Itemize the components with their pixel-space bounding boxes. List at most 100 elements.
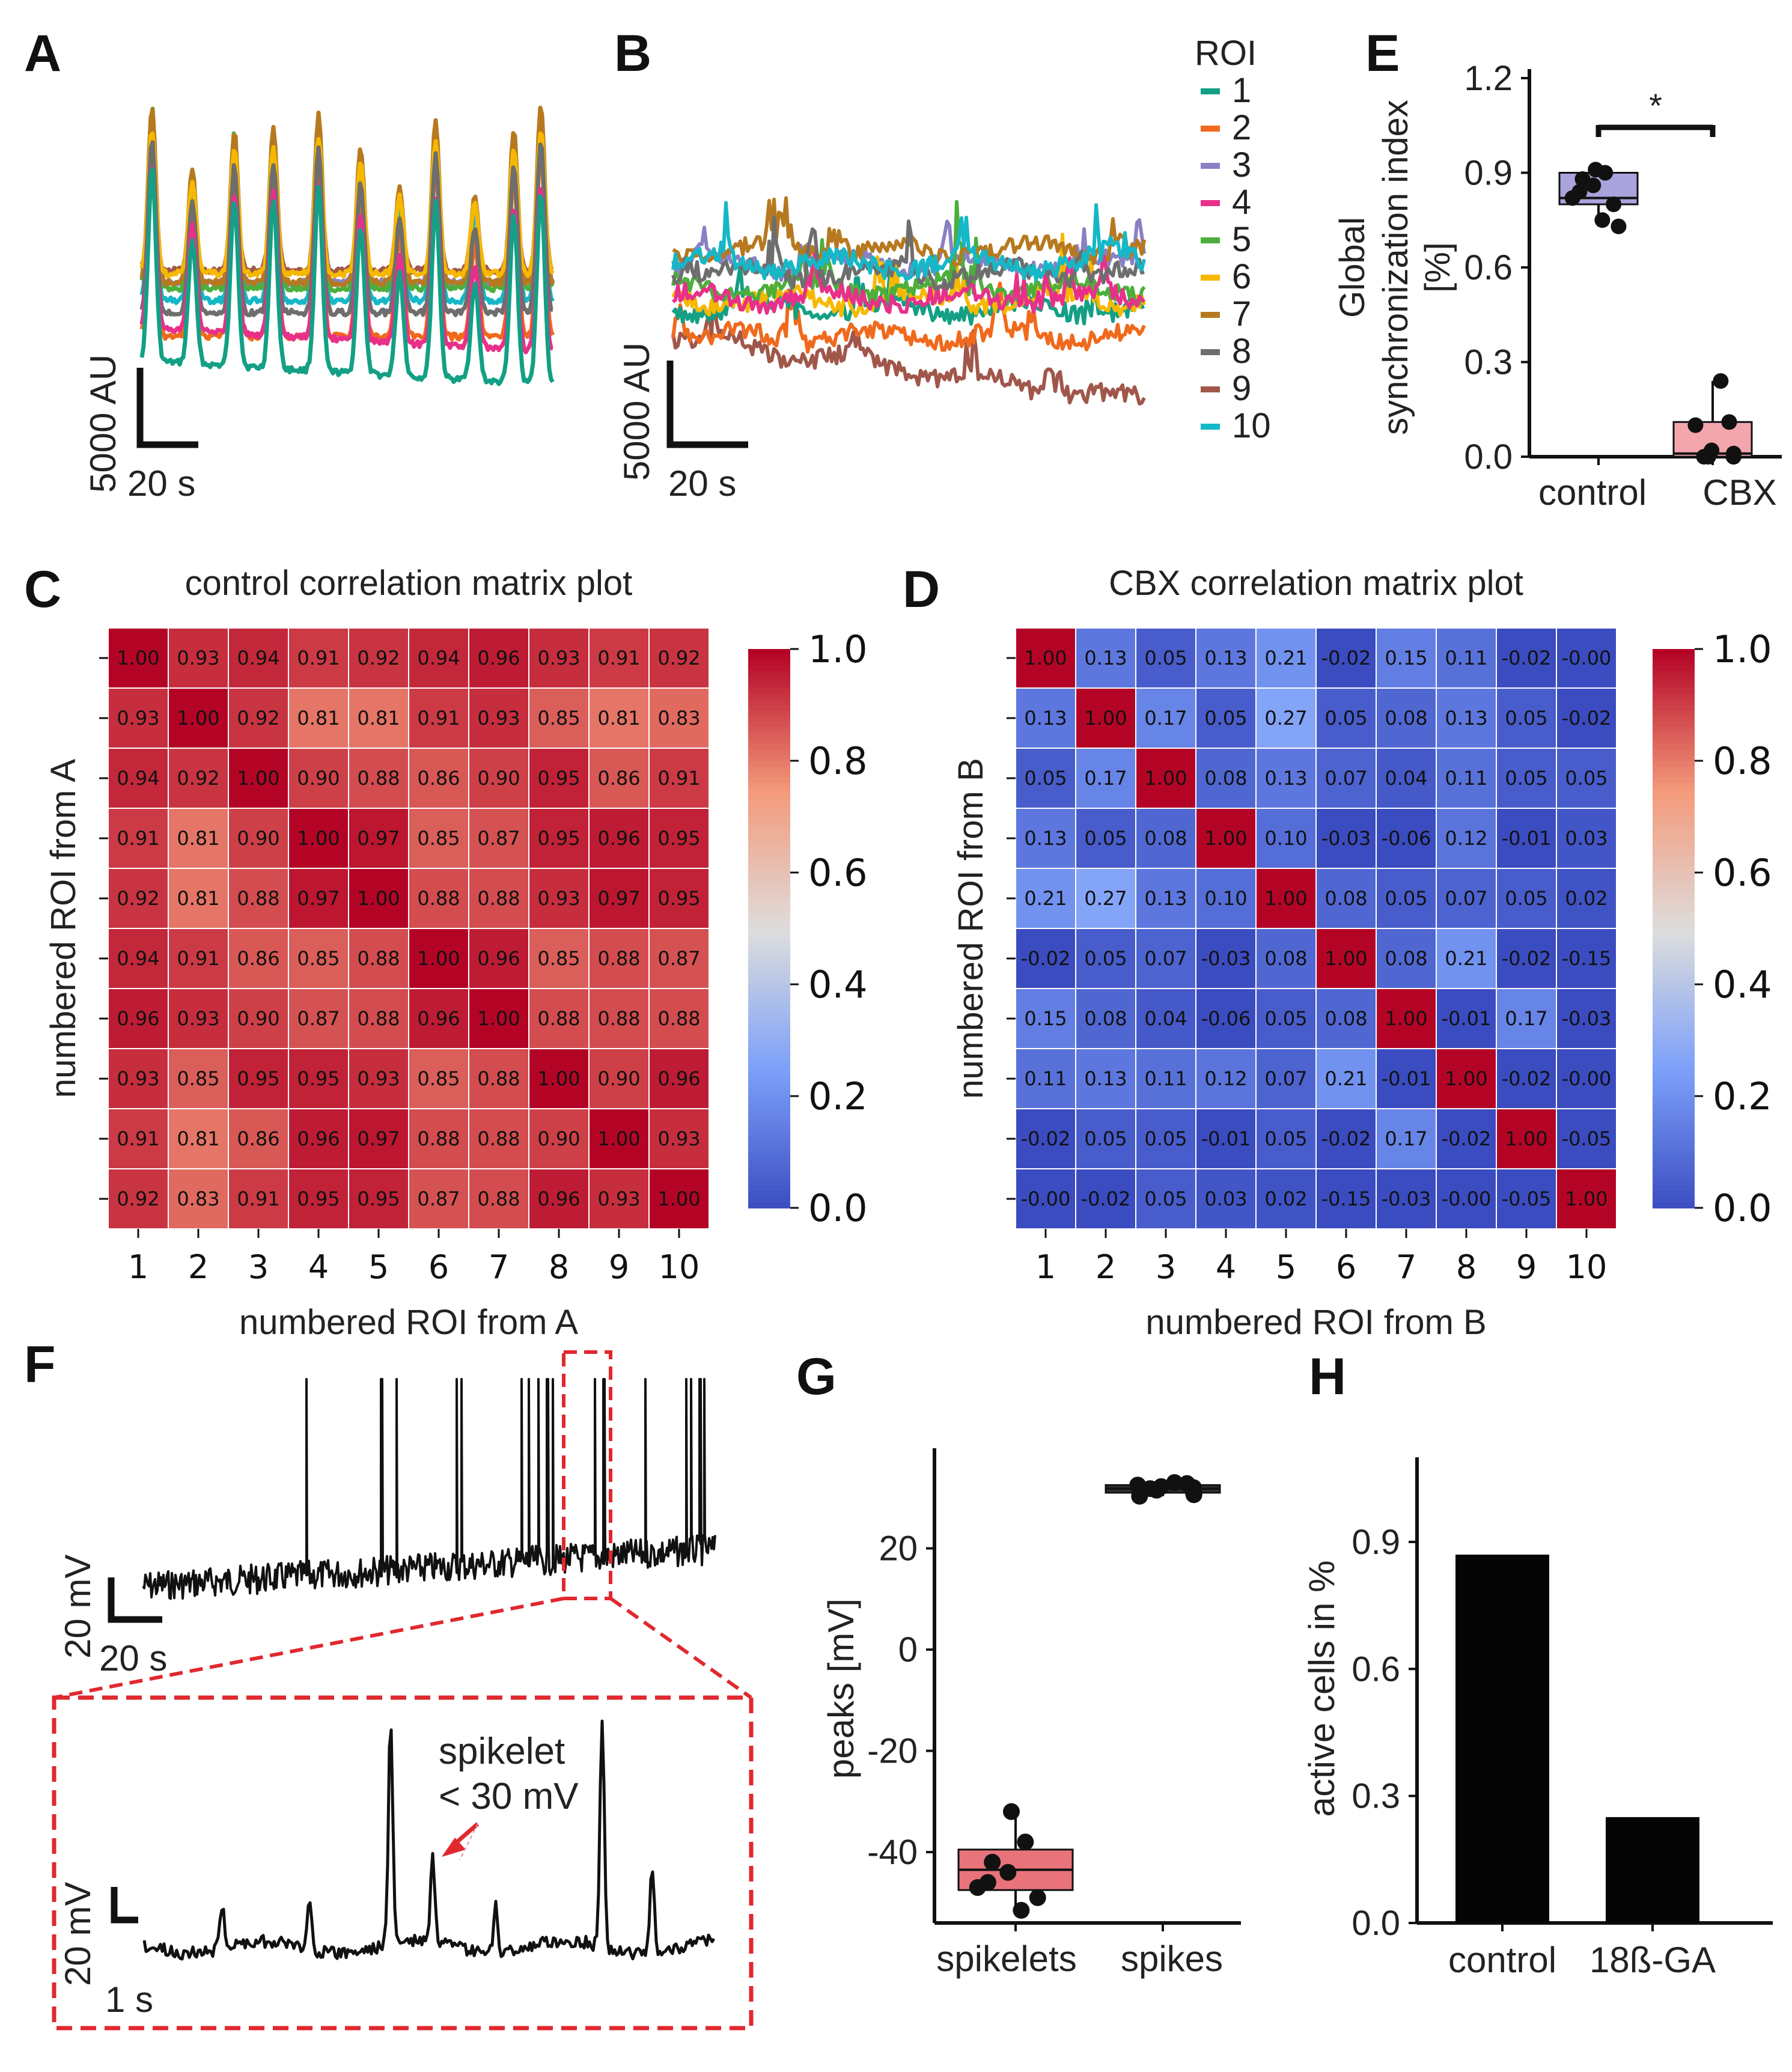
x-tick-label: control <box>1448 1940 1556 1980</box>
colorbar-segment <box>1653 956 1695 963</box>
heatmap-cell-label: 0.83 <box>177 1187 219 1210</box>
heatmap-cell <box>468 988 529 1049</box>
panel-c-chart: control correlation matrix plot 1.00 0.93 0… <box>44 564 868 1342</box>
zoom-connector-left <box>53 1597 564 1699</box>
heatmap-cell <box>408 988 469 1049</box>
data-point <box>999 1863 1017 1881</box>
panel-b-label: B <box>614 25 651 82</box>
colorbar-segment <box>748 710 790 717</box>
colorbar-segment <box>748 660 790 666</box>
heatmap-cell-label: 0.05 <box>1505 887 1547 910</box>
colorbar-segment <box>748 973 790 980</box>
heatmap-cell-label: 0.92 <box>237 707 279 730</box>
y-tick-label: 0.0 <box>1464 437 1513 477</box>
heatmap-cell <box>408 687 469 749</box>
heatmap-cell-label: 0.90 <box>297 767 340 790</box>
heatmap-cell-label: -0.02 <box>1442 1127 1492 1150</box>
colorbar-segment <box>748 956 790 963</box>
heatmap-cell <box>528 1108 590 1169</box>
colorbar-segment <box>748 839 790 846</box>
heatmap-cell <box>288 808 349 869</box>
heatmap-cell-label: 0.93 <box>357 1067 400 1090</box>
colorbar-segment <box>748 805 790 812</box>
colorbar-segment <box>1653 1118 1695 1125</box>
heatmap-cell <box>1135 1168 1196 1229</box>
data-point <box>1713 373 1729 389</box>
data-point <box>1585 177 1602 193</box>
heatmap-cell <box>348 1108 409 1169</box>
heatmap-cell <box>348 1168 409 1229</box>
heatmap-cell <box>1255 748 1317 809</box>
colorbar-segment <box>748 951 790 957</box>
colorbar-segment <box>748 688 790 695</box>
heatmap-cell <box>348 748 409 809</box>
heatmap-cell <box>588 627 650 689</box>
panel-f-zoom-scalebar-x-label: 1 s <box>105 1979 153 2020</box>
heatmap-cell-label: 0.93 <box>657 1127 700 1150</box>
colorbar-segment <box>1653 721 1695 728</box>
colorbar-segment <box>748 1124 790 1130</box>
panel-a-scalebar-y-label: 5000 AU <box>83 355 123 493</box>
heatmap-cell-label: 0.08 <box>1084 1007 1127 1030</box>
colorbar-segment <box>1653 1135 1695 1142</box>
heatmap-cell <box>648 1168 710 1229</box>
heatmap-cell <box>1135 808 1196 869</box>
x-tick-label: 7 <box>489 1248 509 1286</box>
x-tick-label: 9 <box>609 1248 629 1286</box>
heatmap-cell-label: -0.06 <box>1201 1007 1251 1030</box>
zoom-window-marker <box>562 1350 612 1600</box>
colorbar-segment <box>748 917 790 924</box>
colorbar-segment <box>1653 1090 1695 1097</box>
heatmap-cell <box>1315 808 1377 869</box>
heatmap-cell <box>1255 1048 1317 1109</box>
colorbar-segment <box>748 800 790 806</box>
colorbar-segment <box>1653 1180 1695 1186</box>
heatmap-cell <box>528 748 590 809</box>
colorbar-tick-label: 0.2 <box>808 1074 868 1118</box>
heatmap-cell-label: -0.03 <box>1562 1007 1612 1030</box>
heatmap-cell-label: 0.97 <box>297 887 340 910</box>
heatmap-cell <box>408 1168 469 1229</box>
colorbar-segment <box>748 738 790 745</box>
x-tick-label: 3 <box>1156 1248 1176 1286</box>
colorbar-segment <box>1653 995 1695 1002</box>
heatmap-cell-label: 0.13 <box>1144 887 1187 910</box>
heatmap-cell <box>1015 928 1076 989</box>
colorbar-segment <box>748 1146 790 1153</box>
colorbar-segment <box>1653 1023 1695 1030</box>
colorbar-segment <box>1653 878 1695 885</box>
x-tick-label: spikelets <box>936 1939 1076 1979</box>
heatmap-cell-label: 0.04 <box>1144 1007 1187 1030</box>
heatmap-cell-label: 0.11 <box>1144 1067 1187 1090</box>
heatmap-cell-label: 0.95 <box>237 1067 279 1090</box>
colorbar-segment <box>748 1135 790 1142</box>
colorbar-segment <box>1653 800 1695 806</box>
heatmap-cell-label: 0.17 <box>1084 767 1127 790</box>
heatmap-cell-label: 0.86 <box>417 767 460 790</box>
x-tick-label: 4 <box>308 1248 329 1286</box>
heatmap-cell-label: 0.05 <box>1084 1127 1127 1150</box>
heatmap-cell-label: 0.07 <box>1324 767 1367 790</box>
heatmap-cell <box>1195 627 1257 689</box>
heatmap-cell-label: 0.81 <box>177 887 219 910</box>
heatmap-cell-label: 0.91 <box>117 1127 159 1150</box>
colorbar-segment <box>748 1062 790 1069</box>
heatmap-cell <box>1315 687 1377 749</box>
colorbar-segment <box>748 850 790 857</box>
legend-label: 1 <box>1232 71 1251 110</box>
panel-f-label: F <box>24 1336 56 1394</box>
heatmap-cell <box>1496 988 1557 1049</box>
heatmap-cell-label: 0.05 <box>1565 767 1608 790</box>
roi-trace-a <box>139 166 553 355</box>
heatmap-cell <box>228 1048 289 1109</box>
legend-title: ROI <box>1195 34 1257 73</box>
colorbar-segment <box>1653 794 1695 801</box>
x-tick-label: control <box>1538 472 1647 513</box>
heatmap-cell <box>1195 868 1257 929</box>
heatmap-cell <box>648 748 710 809</box>
heatmap-cell-label: 1.00 <box>1024 647 1067 669</box>
colorbar-segment <box>1653 1185 1695 1192</box>
colorbar-segment <box>1653 1056 1695 1064</box>
colorbar-segment <box>748 995 790 1002</box>
heatmap-cell <box>348 687 409 749</box>
